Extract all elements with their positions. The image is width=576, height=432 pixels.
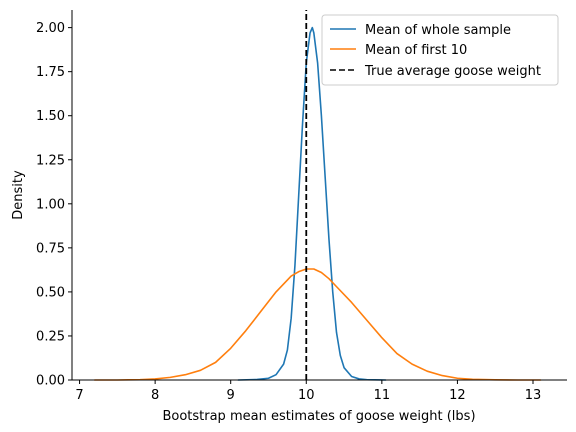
y-tick-label: 0.50 — [36, 285, 65, 300]
series-line-1 — [93, 268, 542, 381]
y-tick-label: 0.25 — [36, 329, 65, 344]
y-axis-label: Density — [11, 170, 26, 220]
x-tick-label: 11 — [374, 388, 391, 403]
x-tick-label: 8 — [151, 388, 159, 403]
x-tick-label: 13 — [525, 388, 542, 403]
x-tick-label: 9 — [227, 388, 235, 403]
x-tick-label: 7 — [75, 388, 83, 403]
y-tick-label: 1.50 — [36, 109, 65, 124]
series-line-0 — [237, 26, 387, 381]
legend-frame — [321, 14, 559, 86]
x-axis-label: Bootstrap mean estimates of goose weight… — [162, 409, 475, 424]
y-tick-label: 1.75 — [36, 65, 65, 80]
y-tick-label: 1.25 — [36, 153, 65, 168]
x-axis-ticks: 7 8 9 10 11 12 13 — [75, 380, 541, 403]
x-tick-label: 12 — [449, 388, 466, 403]
legend-label-true-average: True average goose weight — [364, 64, 541, 79]
y-tick-label: 1.00 — [36, 197, 65, 212]
plot-area — [93, 10, 542, 381]
x-tick-label: 10 — [298, 388, 315, 403]
legend-label-whole-sample: Mean of whole sample — [365, 23, 511, 38]
y-axis-ticks: 0.00 0.25 0.50 0.75 1.00 1.25 1.50 1.75 2.00 — [36, 21, 72, 389]
y-tick-label: 0.00 — [36, 374, 65, 389]
legend: Mean of whole sample Mean of first 10 Tr… — [321, 14, 559, 86]
y-tick-label: 0.75 — [36, 241, 65, 256]
legend-label-first-10: Mean of first 10 — [365, 43, 467, 58]
y-tick-label: 2.00 — [36, 21, 65, 36]
